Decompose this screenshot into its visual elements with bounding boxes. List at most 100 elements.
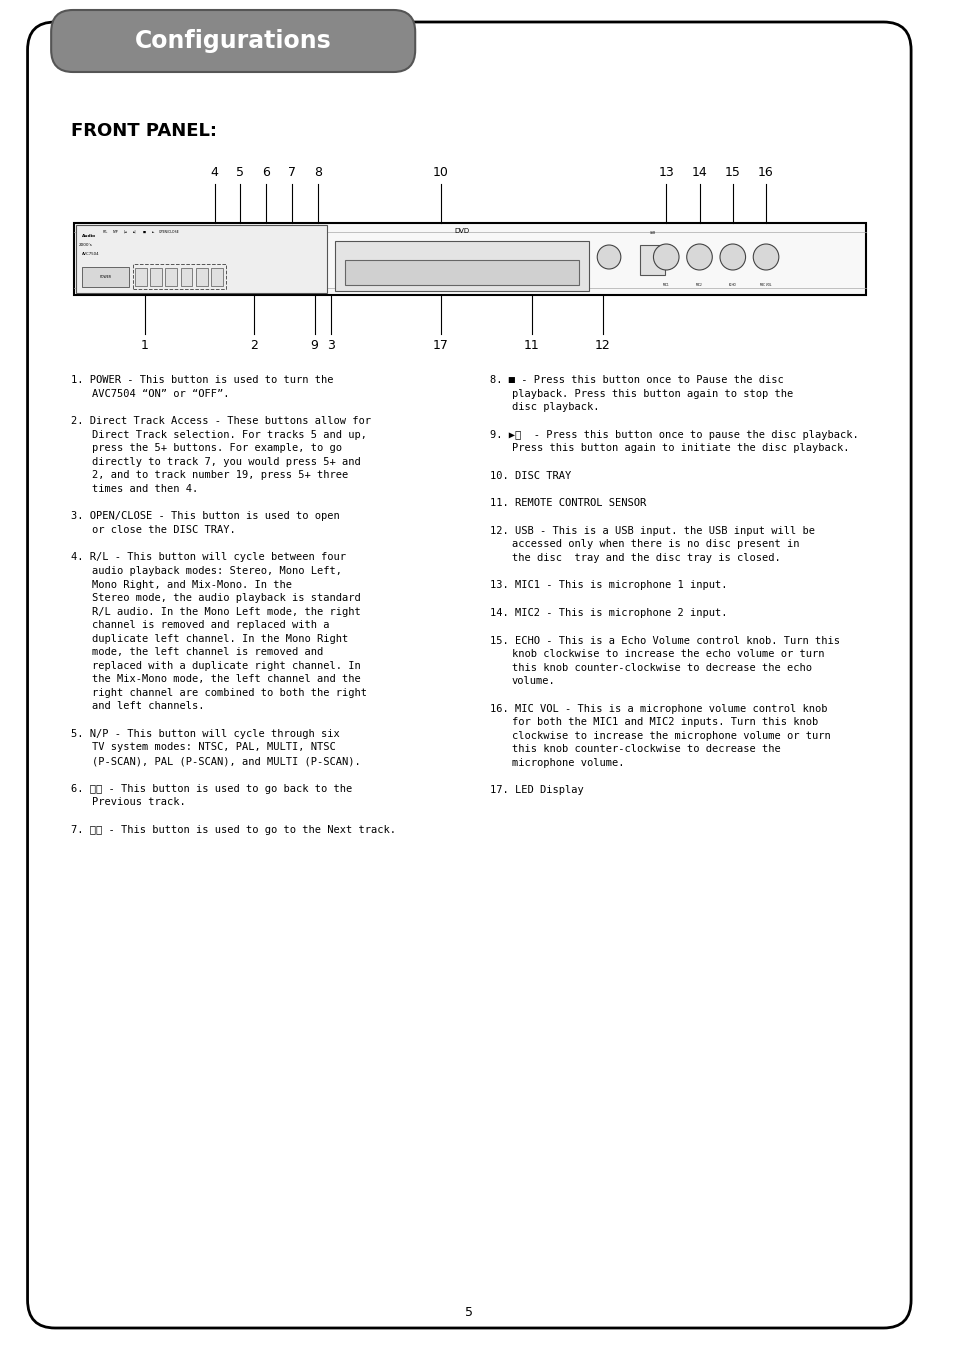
Text: accessed only when there is no disc present in: accessed only when there is no disc pres… <box>511 540 799 549</box>
Text: OPEN/CLOSE: OPEN/CLOSE <box>159 230 179 234</box>
Text: 16. MIC VOL - This is a microphone volume control knob: 16. MIC VOL - This is a microphone volum… <box>490 703 826 714</box>
Text: 6. ⏮⏮ - This button is used to go back to the: 6. ⏮⏮ - This button is used to go back t… <box>71 783 352 794</box>
Bar <box>75 225 326 293</box>
Text: 5. N/P - This button will cycle through six: 5. N/P - This button will cycle through … <box>71 729 339 738</box>
Text: 6: 6 <box>262 166 270 180</box>
Bar <box>132 265 226 289</box>
Text: microphone volume.: microphone volume. <box>511 757 623 768</box>
Text: the Mix-Mono mode, the left channel and the: the Mix-Mono mode, the left channel and … <box>92 674 361 684</box>
Text: 2, and to track number 19, press 5+ three: 2, and to track number 19, press 5+ thre… <box>92 470 349 481</box>
Bar <box>345 261 578 285</box>
Text: 3: 3 <box>327 339 335 352</box>
Text: 2: 2 <box>251 339 258 352</box>
Text: 7. ⏭⏭ - This button is used to go to the Next track.: 7. ⏭⏭ - This button is used to go to the… <box>71 825 395 834</box>
Text: Stereo mode, the audio playback is standard: Stereo mode, the audio playback is stand… <box>92 593 361 603</box>
Circle shape <box>720 244 745 270</box>
Text: this knob counter-clockwise to decrease the echo: this knob counter-clockwise to decrease … <box>511 663 811 672</box>
Text: MIC1: MIC1 <box>662 284 669 288</box>
Text: 4: 4 <box>211 166 218 180</box>
Text: ■: ■ <box>143 230 146 234</box>
FancyBboxPatch shape <box>28 22 910 1328</box>
Bar <box>180 269 193 286</box>
Text: 5: 5 <box>236 166 244 180</box>
Text: 10: 10 <box>432 166 448 180</box>
Text: 16: 16 <box>758 166 773 180</box>
Text: knob clockwise to increase the echo volume or turn: knob clockwise to increase the echo volu… <box>511 649 823 659</box>
Text: 7: 7 <box>288 166 296 180</box>
Text: for both the MIC1 and MIC2 inputs. Turn this knob: for both the MIC1 and MIC2 inputs. Turn … <box>511 717 817 728</box>
Bar <box>165 269 177 286</box>
Bar <box>150 269 162 286</box>
Text: 15: 15 <box>724 166 740 180</box>
Text: 5: 5 <box>465 1305 473 1319</box>
Text: Audio: Audio <box>82 234 95 238</box>
Text: replaced with a duplicate right channel. In: replaced with a duplicate right channel.… <box>92 660 361 671</box>
Text: N/P: N/P <box>112 230 118 234</box>
Text: USB: USB <box>649 231 655 235</box>
Text: press the 5+ buttons. For example, to go: press the 5+ buttons. For example, to go <box>92 443 342 454</box>
Text: 9: 9 <box>311 339 318 352</box>
Text: 13: 13 <box>658 166 674 180</box>
Text: times and then 4.: times and then 4. <box>92 483 198 494</box>
Text: right channel are combined to both the right: right channel are combined to both the r… <box>92 688 367 698</box>
Text: directly to track 7, you would press 5+ and: directly to track 7, you would press 5+ … <box>92 456 361 467</box>
Text: the disc  tray and the disc tray is closed.: the disc tray and the disc tray is close… <box>511 554 780 563</box>
Text: this knob counter-clockwise to decrease the: this knob counter-clockwise to decrease … <box>511 744 780 755</box>
Text: playback. Press this button again to stop the: playback. Press this button again to sto… <box>511 389 792 398</box>
Text: disc playback.: disc playback. <box>511 402 598 412</box>
Bar <box>73 223 865 296</box>
Text: 14: 14 <box>691 166 706 180</box>
Text: 11. REMOTE CONTROL SENSOR: 11. REMOTE CONTROL SENSOR <box>490 498 645 508</box>
Text: DVD: DVD <box>454 228 469 234</box>
Text: 1: 1 <box>141 339 149 352</box>
Text: Previous track.: Previous track. <box>92 796 186 807</box>
Text: 11: 11 <box>523 339 538 352</box>
Text: 4. R/L - This button will cycle between four: 4. R/L - This button will cycle between … <box>71 552 346 563</box>
Text: Configurations: Configurations <box>134 28 332 53</box>
Text: ►: ► <box>152 230 154 234</box>
Text: clockwise to increase the microphone volume or turn: clockwise to increase the microphone vol… <box>511 730 829 741</box>
Text: audio playback modes: Stereo, Mono Left,: audio playback modes: Stereo, Mono Left, <box>92 566 342 576</box>
Text: 12. USB - This is a USB input. the USB input will be: 12. USB - This is a USB input. the USB i… <box>490 525 814 536</box>
Text: ►|: ►| <box>132 230 136 234</box>
Bar <box>335 242 589 292</box>
Text: or close the DISC TRAY.: or close the DISC TRAY. <box>92 525 236 535</box>
Text: 8: 8 <box>314 166 321 180</box>
Text: and left channels.: and left channels. <box>92 702 205 711</box>
Text: mode, the left channel is removed and: mode, the left channel is removed and <box>92 647 323 657</box>
Text: 12: 12 <box>595 339 610 352</box>
Text: 17: 17 <box>432 339 448 352</box>
Bar <box>195 269 208 286</box>
FancyBboxPatch shape <box>51 9 415 72</box>
Text: 3. OPEN/CLOSE - This button is used to open: 3. OPEN/CLOSE - This button is used to o… <box>71 512 339 521</box>
Text: 17. LED Display: 17. LED Display <box>490 786 583 795</box>
Text: |◄: |◄ <box>123 230 127 234</box>
Text: 14. MIC2 - This is microphone 2 input.: 14. MIC2 - This is microphone 2 input. <box>490 608 727 618</box>
Bar <box>211 269 223 286</box>
Text: R/L: R/L <box>103 230 108 234</box>
Text: 1. POWER - This button is used to turn the: 1. POWER - This button is used to turn t… <box>71 375 333 385</box>
Circle shape <box>753 244 778 270</box>
Bar <box>134 269 147 286</box>
Text: TV system modes: NTSC, PAL, MULTI, NTSC: TV system modes: NTSC, PAL, MULTI, NTSC <box>92 743 335 752</box>
Text: (P-SCAN), PAL (P-SCAN), and MULTI (P-SCAN).: (P-SCAN), PAL (P-SCAN), and MULTI (P-SCA… <box>92 756 361 765</box>
Circle shape <box>653 244 679 270</box>
Text: FRONT PANEL:: FRONT PANEL: <box>71 122 216 140</box>
Text: channel is removed and replaced with a: channel is removed and replaced with a <box>92 620 330 630</box>
Text: 9. ▶⏸  - Press this button once to pause the disc playback.: 9. ▶⏸ - Press this button once to pause … <box>490 429 858 440</box>
Text: AVC7504: AVC7504 <box>82 252 99 256</box>
Bar <box>639 244 664 275</box>
Text: 2. Direct Track Access - These buttons allow for: 2. Direct Track Access - These buttons a… <box>71 416 371 427</box>
Text: 13. MIC1 - This is microphone 1 input.: 13. MIC1 - This is microphone 1 input. <box>490 580 727 590</box>
Text: MIC2: MIC2 <box>696 284 702 288</box>
Circle shape <box>597 244 620 269</box>
Bar <box>82 267 129 288</box>
Text: volume.: volume. <box>511 676 555 686</box>
Text: MIC VOL: MIC VOL <box>760 284 771 288</box>
Text: AVC7504 “ON” or “OFF”.: AVC7504 “ON” or “OFF”. <box>92 389 230 398</box>
Text: POWER: POWER <box>99 275 112 279</box>
Text: R/L audio. In the Mono Left mode, the right: R/L audio. In the Mono Left mode, the ri… <box>92 606 361 617</box>
Text: Mono Right, and Mix-Mono. In the: Mono Right, and Mix-Mono. In the <box>92 579 293 590</box>
Text: 10. DISC TRAY: 10. DISC TRAY <box>490 471 571 481</box>
Text: 2000's: 2000's <box>79 243 92 247</box>
